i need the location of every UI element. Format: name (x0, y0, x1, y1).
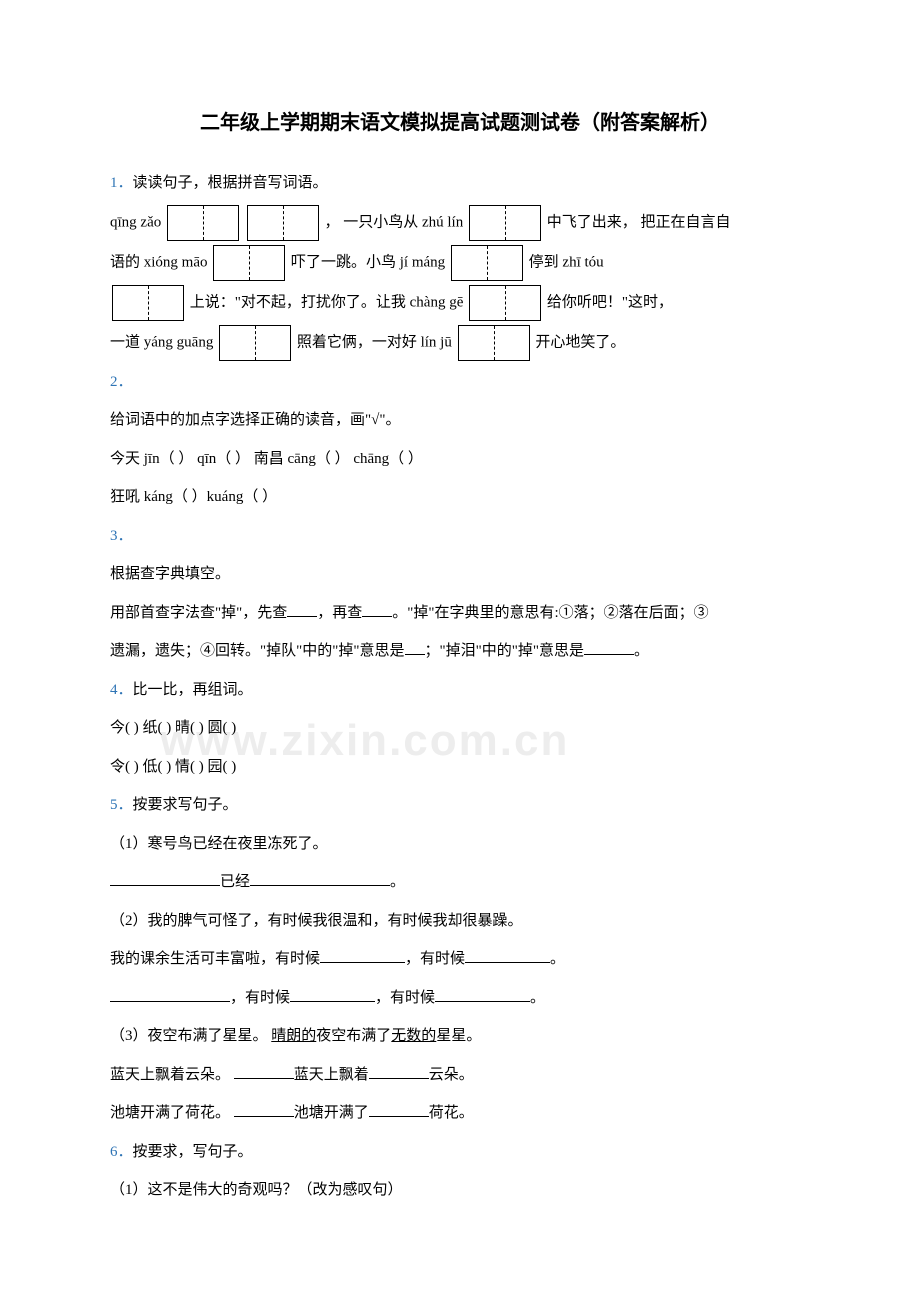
q5-s3c: 夜空布满了 (316, 1028, 391, 1044)
answer-box[interactable] (247, 205, 319, 241)
q1-l1a: qīng zǎo (110, 214, 161, 230)
q5-s4c: 云朵。 (429, 1067, 474, 1083)
blank[interactable] (465, 948, 550, 963)
q5-number: 5． (110, 797, 133, 813)
q5-s2b: 我的课余生活可丰富啦，有时候 ，有时候 。 (110, 942, 810, 977)
q5-s2b-c: 。 (550, 951, 565, 967)
q1-l1c: 中飞了出来， 把正在自言自 (547, 214, 731, 230)
q1-l2c: 停到 zhī tóu (529, 254, 604, 270)
q3-l2c: 。 (634, 643, 649, 659)
answer-box[interactable] (458, 325, 530, 361)
q1-line4: 一道 yáng guāng 照着它俩，一对好 lín jū 开心地笑了。 (110, 325, 810, 361)
q6-number: 6． (110, 1144, 133, 1160)
q2-line1: 今天 jīn（ ） qīn（ ） 南昌 cāng（ ） chāng（ ） (110, 442, 810, 477)
blank[interactable] (584, 640, 634, 655)
answer-box[interactable] (213, 245, 285, 281)
q1-l4b: 照着它俩，一对好 lín jū (297, 334, 452, 350)
answer-box[interactable] (219, 325, 291, 361)
q5-instruction: 按要求写句子。 (133, 797, 238, 813)
blank[interactable] (110, 871, 220, 886)
q2-number: 2． (110, 374, 133, 390)
q3-line1: 用部首查字法查"掉"，先查 ，再查 。"掉"在字典里的意思有:①落；②落在后面；③ (110, 596, 810, 631)
q5-s3: （3）夜空布满了星星。 晴朗的夜空布满了无数的星星。 (110, 1019, 810, 1054)
q5-s4a: 蓝天上飘着云朵。 (110, 1067, 230, 1083)
q5-s1b-b: 。 (390, 874, 405, 890)
q3-line2: 遗漏，遗失；④回转。"掉队"中的"掉"意思是 ；"掉泪"中的"掉"意思是 。 (110, 634, 810, 669)
q5-s5b: 池塘开满了 (294, 1105, 369, 1121)
q3-number: 3． (110, 528, 133, 544)
q5-s2: （2）我的脾气可怪了，有时候我很温和，有时候我却很暴躁。 (110, 904, 810, 939)
blank[interactable] (435, 987, 530, 1002)
q5-s3d: 无数的 (391, 1028, 436, 1044)
q1-l4a: 一道 yáng guāng (110, 334, 213, 350)
q1-l3a: 上说："对不起，打扰你了。让我 chàng gē (190, 294, 464, 310)
q5-s2b-a: 我的课余生活可丰富啦，有时候 (110, 951, 320, 967)
q5-s4: 蓝天上飘着云朵。 蓝天上飘着云朵。 (110, 1058, 810, 1093)
q5-s5: 池塘开满了荷花。 池塘开满了荷花。 (110, 1096, 810, 1131)
q4-instruction: 比一比，再组词。 (133, 682, 253, 698)
answer-box[interactable] (469, 205, 541, 241)
q1-line3: 上说："对不起，打扰你了。让我 chàng gē 给你听吧！"这时， (110, 285, 810, 321)
q1-l4c: 开心地笑了。 (535, 334, 625, 350)
q4-number: 4． (110, 682, 133, 698)
blank[interactable] (320, 948, 405, 963)
q1-l2b: 吓了一跳。小鸟 jí máng (291, 254, 445, 270)
q2-instruction: 给词语中的加点字选择正确的读音，画"√"。 (110, 403, 810, 438)
q1-instruction: 读读句子，根据拼音写词语。 (133, 175, 328, 191)
q5-s2c-a: ，有时候 (230, 990, 290, 1006)
q5-s2b-b: ，有时候 (405, 951, 465, 967)
q1-l2a: 语的 xióng māo (110, 254, 208, 270)
q5-s1: （1）寒号鸟已经在夜里冻死了。 (110, 827, 810, 862)
blank[interactable] (405, 640, 425, 655)
q3-l2a: 遗漏，遗失；④回转。"掉队"中的"掉"意思是 (110, 643, 405, 659)
q5-s5a: 池塘开满了荷花。 (110, 1105, 230, 1121)
q6-s1: （1）这不是伟大的奇观吗？（改为感叹句） (110, 1173, 810, 1208)
q5-s1b-a: 已经 (220, 874, 250, 890)
blank[interactable] (234, 1064, 294, 1079)
blank[interactable] (362, 602, 392, 617)
blank[interactable] (290, 987, 375, 1002)
q5-s3a: （3）夜空布满了星星。 (110, 1028, 268, 1044)
q3-l1b: ，再查 (317, 605, 362, 621)
q1-l3b: 给你听吧！"这时， (547, 294, 673, 310)
q5-s3e: 星星。 (436, 1028, 481, 1044)
blank[interactable] (369, 1102, 429, 1117)
blank[interactable] (250, 871, 390, 886)
answer-box[interactable] (112, 285, 184, 321)
q1-number: 1． (110, 175, 133, 191)
q5-s2c: ，有时候 ，有时候 。 (110, 981, 810, 1016)
q2-line2: 狂吼 káng（ ）kuáng（ ） (110, 480, 810, 515)
q5-s2c-b: ，有时候 (375, 990, 435, 1006)
answer-box[interactable] (469, 285, 541, 321)
q3-instruction: 根据查字典填空。 (110, 557, 810, 592)
q3-l1a: 用部首查字法查"掉"，先查 (110, 605, 287, 621)
q6-instruction: 按要求，写句子。 (133, 1144, 253, 1160)
answer-box[interactable] (451, 245, 523, 281)
q1-line2: 语的 xióng māo 吓了一跳。小鸟 jí máng 停到 zhī tóu (110, 245, 810, 281)
q4-line1: 今( ) 纸( ) 晴( ) 圆( ) (110, 711, 810, 746)
q3-l2b: ；"掉泪"中的"掉"意思是 (425, 643, 585, 659)
q5-s2c-c: 。 (530, 990, 545, 1006)
blank[interactable] (110, 987, 230, 1002)
blank[interactable] (287, 602, 317, 617)
q5-s5c: 荷花。 (429, 1105, 474, 1121)
q1-l1b: ， 一只小鸟从 zhú lín (324, 214, 463, 230)
q5-s1b: 已经 。 (110, 865, 810, 900)
blank[interactable] (234, 1102, 294, 1117)
q1-line1: qīng zǎo ， 一只小鸟从 zhú lín 中飞了出来， 把正在自言自 (110, 205, 810, 241)
blank[interactable] (369, 1064, 429, 1079)
q4-line2: 令( ) 低( ) 情( ) 园( ) (110, 750, 810, 785)
answer-box[interactable] (167, 205, 239, 241)
q3-l1c: 。"掉"在字典里的意思有:①落；②落在后面；③ (392, 605, 708, 621)
q5-s3b: 晴朗的 (271, 1028, 316, 1044)
q5-s4b: 蓝天上飘着 (294, 1067, 369, 1083)
page-title: 二年级上学期期末语文模拟提高试题测试卷（附答案解析） (110, 100, 810, 146)
